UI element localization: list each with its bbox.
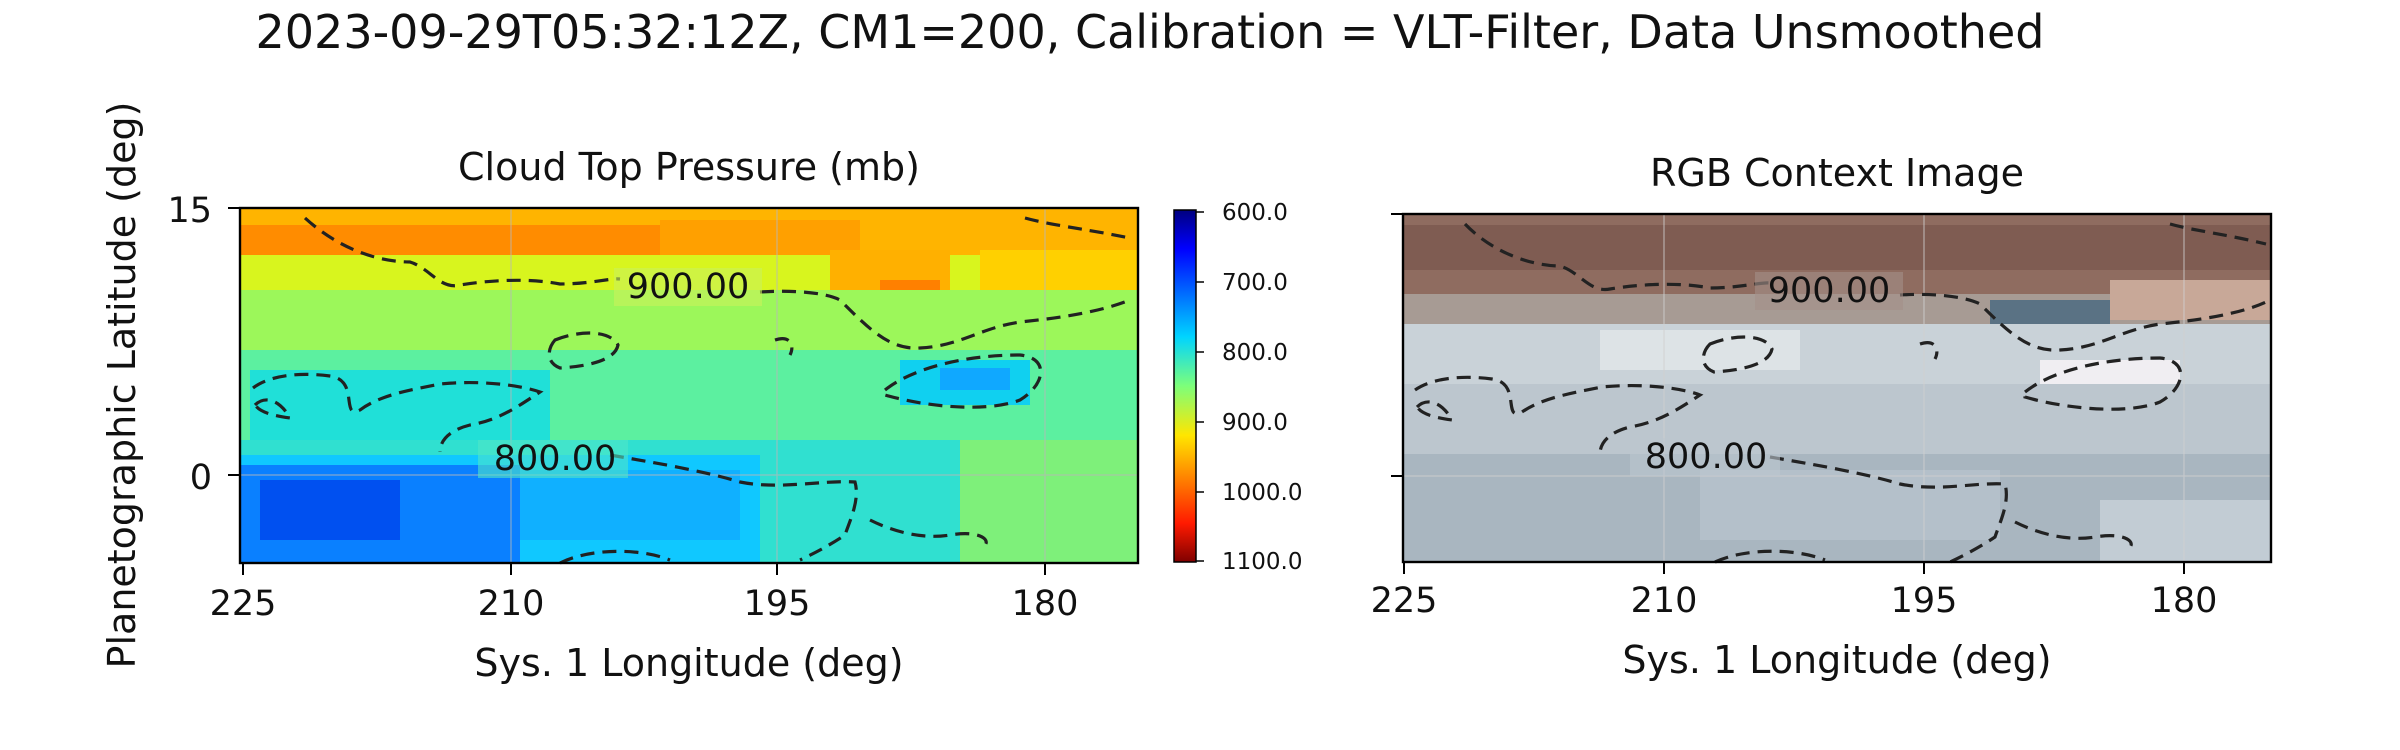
colorbar-tick-label: 900.0 xyxy=(1222,410,1288,436)
contour-900 xyxy=(2169,222,2267,246)
x-tick-label: 195 xyxy=(1891,581,1958,621)
rgb-band xyxy=(2110,280,2271,320)
y-axis xyxy=(228,207,240,476)
colorbar-tick-label: 600.0 xyxy=(1222,200,1288,226)
panel-cloud-top-pressure: Cloud Top Pressure (mb) xyxy=(100,102,1140,685)
contour-900 xyxy=(1463,222,1771,292)
contour-label-bg xyxy=(1755,272,1903,310)
contour-label-900: 900.00 xyxy=(627,267,749,307)
x-tick-label: 195 xyxy=(744,584,811,624)
heatmap-cell xyxy=(250,370,550,440)
heatmap-cell xyxy=(260,480,400,540)
x-tick-label: 225 xyxy=(1371,581,1438,621)
contour-800 xyxy=(547,331,620,370)
colorbar-tick-label: 1100.0 xyxy=(1222,549,1302,575)
contour-label-bg xyxy=(1630,438,1780,476)
x-axis-label: Sys. 1 Longitude (deg) xyxy=(474,641,903,685)
contour-900 xyxy=(1899,292,2267,352)
plot-frame xyxy=(1401,212,2273,564)
y-axis xyxy=(1391,213,1403,477)
x-tick-label: 225 xyxy=(210,584,277,624)
contour-900 xyxy=(303,216,621,288)
contour-900 xyxy=(759,289,1131,350)
x-tick-label: 210 xyxy=(1631,581,1698,621)
colorbar-tick-label: 700.0 xyxy=(1222,270,1288,296)
rgb-band xyxy=(2100,500,2271,562)
contour-label-900: 900.00 xyxy=(1768,271,1890,311)
contour-800 xyxy=(883,353,1043,409)
x-tick-label: 180 xyxy=(1012,584,1079,624)
rgb-band xyxy=(1403,384,2271,454)
contour-800 xyxy=(609,453,858,562)
contour-labels: 900.00 800.00 xyxy=(1630,271,1903,477)
heatmap-cell xyxy=(940,368,1010,390)
x-tick-label: 210 xyxy=(478,584,545,624)
contour-900 xyxy=(1024,216,1131,240)
contour-800 xyxy=(1414,375,1704,455)
colorbar-gradient xyxy=(1173,209,1197,563)
contour-800 xyxy=(1714,549,1826,564)
x-axis xyxy=(1403,562,2185,574)
x-axis xyxy=(242,563,1046,575)
colorbar-tick-label: 800.0 xyxy=(1222,340,1288,366)
colorbar: 600.0 700.0 800.0 900.0 1000.0 1100.0 xyxy=(1173,200,1302,575)
contour-label-800: 800.00 xyxy=(494,439,616,479)
contour-800 xyxy=(869,518,988,547)
y-axis-label: Planetographic Latitude (deg) xyxy=(100,102,144,669)
heatmap-cells xyxy=(240,208,1138,563)
contour-800 xyxy=(252,398,293,421)
contour-800 xyxy=(1701,335,1774,374)
contour-label-bg xyxy=(478,440,628,478)
y-tick-label: 15 xyxy=(167,191,212,231)
x-axis-label: Sys. 1 Longitude (deg) xyxy=(1622,638,2051,682)
plot-frame xyxy=(238,206,1140,565)
panel-rgb-context: RGB Context Image xyxy=(1371,151,2273,682)
y-tick-label: 0 xyxy=(190,458,212,498)
contour-label-bg xyxy=(614,268,762,306)
heatmap-cell xyxy=(520,470,740,540)
contour-800 xyxy=(774,337,794,356)
rgb-image xyxy=(1403,214,2271,562)
contour-800 xyxy=(2014,520,2133,549)
x-tick-label: 180 xyxy=(2151,581,2218,621)
heatmap-cell xyxy=(960,440,1138,563)
heatmap-cell xyxy=(660,220,860,258)
heatmap-cell xyxy=(240,225,660,255)
contour-lines xyxy=(252,216,1131,565)
rgb-band xyxy=(1600,330,1800,370)
contour-800 xyxy=(1414,400,1455,423)
colorbar-tick-label: 1000.0 xyxy=(1222,480,1302,506)
contour-800 xyxy=(559,549,671,565)
contour-label-800: 800.00 xyxy=(1645,437,1767,477)
contour-labels: 900.00 800.00 xyxy=(478,267,762,479)
rgb-band xyxy=(1403,225,2271,270)
panel1-title: Cloud Top Pressure (mb) xyxy=(458,145,920,189)
contour-800 xyxy=(252,372,544,453)
contour-lines xyxy=(1414,222,2267,564)
grid-lines xyxy=(1403,214,2271,562)
panel2-title: RGB Context Image xyxy=(1650,151,2024,195)
contour-800 xyxy=(1769,455,2008,564)
rgb-band xyxy=(1700,470,2000,540)
contour-800 xyxy=(1919,341,1939,360)
figure-title: 2023-09-29T05:32:12Z, CM1=200, Calibrati… xyxy=(256,5,2045,59)
